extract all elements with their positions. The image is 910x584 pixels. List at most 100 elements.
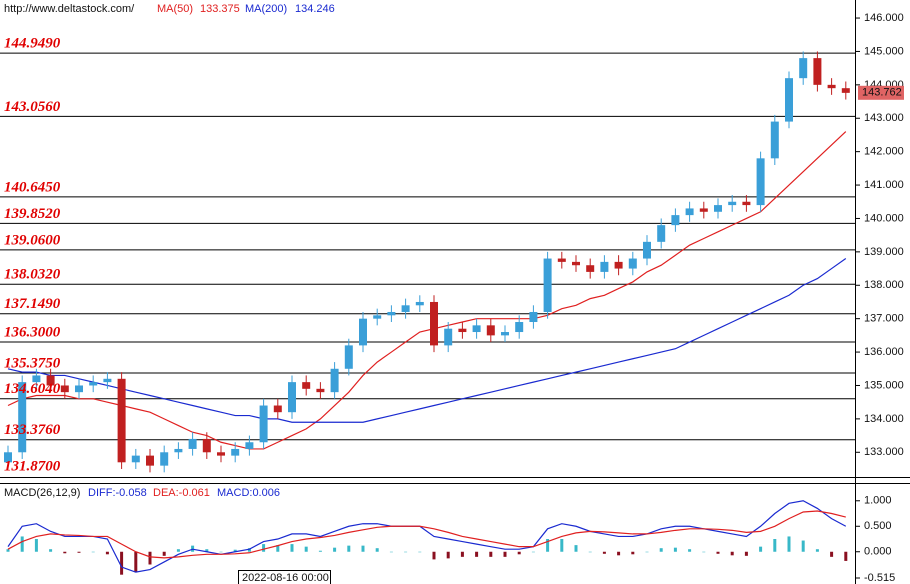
candle-body — [359, 318, 367, 346]
candle-body — [643, 241, 651, 259]
y-tick-label: 141.000 — [864, 179, 904, 191]
macd-bar — [773, 539, 777, 552]
level-label: 134.6040 — [4, 381, 61, 397]
ma-line — [7, 131, 847, 450]
macd-bar — [347, 545, 351, 552]
macd-dea: DEA:-0.061 — [153, 487, 210, 499]
candle-body — [415, 301, 424, 306]
candle-body — [557, 258, 566, 262]
candle-body — [444, 328, 453, 346]
candle-body — [543, 258, 552, 312]
y-tick-label: 0.000 — [864, 546, 892, 558]
candle-body — [841, 88, 850, 93]
candle-body — [273, 405, 282, 413]
macd-bar — [759, 546, 763, 552]
macd-bar — [6, 549, 10, 552]
macd-bar — [744, 551, 748, 556]
candle-body — [288, 382, 296, 413]
candle-body — [401, 305, 410, 312]
candle-body — [387, 311, 396, 316]
macd-bar — [489, 551, 493, 557]
candle-body — [799, 58, 808, 79]
candle-body — [529, 311, 538, 323]
macd-bar — [801, 540, 805, 552]
candle-body — [671, 215, 680, 226]
candle-body — [373, 315, 382, 319]
y-tick-label: 145.000 — [864, 45, 904, 57]
macd-bar — [688, 549, 692, 552]
candle-body — [188, 438, 197, 449]
y-tick-label: 146.000 — [864, 12, 904, 24]
candle-body — [4, 452, 12, 463]
candle-body — [46, 375, 55, 386]
macd-bar — [318, 550, 322, 552]
candle-body — [217, 452, 225, 456]
macd-bar — [162, 551, 166, 556]
overlay: http://www.deltastock.com/MA(50) 133.375 M… — [4, 3, 904, 584]
candle-body — [458, 328, 467, 333]
candle-body — [486, 325, 495, 336]
macd-bar — [361, 545, 365, 552]
macd-bar — [830, 551, 834, 557]
y-tick-label: 139.000 — [864, 246, 904, 258]
candle-body — [515, 322, 524, 333]
macd-bar — [233, 549, 237, 552]
macd-bar — [844, 551, 848, 561]
candle-body — [131, 455, 140, 463]
candle-body — [572, 261, 580, 266]
y-tick-label: -0.515 — [864, 572, 895, 584]
candle-body — [614, 261, 623, 269]
macd-bar — [560, 539, 564, 552]
candle-body — [32, 375, 41, 383]
level-label: 143.0560 — [4, 99, 61, 115]
macd-bar — [588, 551, 592, 553]
macd-bar — [815, 549, 819, 552]
candle-body — [146, 455, 154, 466]
candle-body — [117, 378, 126, 463]
macd-bar — [91, 551, 95, 553]
y-tick-label: 143.000 — [864, 112, 904, 124]
candle-body — [18, 382, 27, 453]
level-label: 138.0320 — [4, 267, 61, 283]
macd-bar — [546, 539, 550, 552]
candle-body — [813, 58, 822, 85]
macd-bar — [460, 551, 464, 557]
macd-diff: DIFF:-0.058 — [88, 487, 147, 499]
macd-bar — [105, 551, 109, 555]
legend-name: MA(50) — [157, 3, 193, 15]
candle-body — [756, 158, 765, 206]
price-tag — [858, 85, 904, 100]
candle-body — [160, 452, 169, 466]
macd-bar — [63, 551, 67, 554]
macd-bar — [531, 551, 535, 553]
macd-bar — [148, 551, 152, 565]
macd-bar — [262, 544, 266, 552]
macd-bar — [205, 549, 209, 552]
macd-bar — [446, 551, 450, 559]
macd-bar — [247, 548, 251, 552]
candle-body — [770, 121, 779, 159]
y-tick-label: 142.000 — [864, 146, 904, 158]
candle-body — [202, 438, 211, 453]
macd-bar — [673, 547, 677, 552]
candle-body — [600, 261, 609, 272]
macd-bar — [219, 551, 223, 553]
macd-bar — [602, 551, 606, 554]
candle-body — [103, 378, 112, 383]
ma-line — [7, 258, 847, 423]
candle-body — [785, 78, 793, 122]
macd-bar — [517, 551, 521, 555]
candle-body — [302, 382, 311, 389]
macd-bar — [787, 536, 791, 552]
macd-bar — [730, 551, 734, 556]
macd-bar — [120, 551, 124, 575]
y-tick-label: 133.000 — [864, 446, 904, 458]
y-tick-label: 136.000 — [864, 346, 904, 358]
macd-bar — [375, 548, 379, 552]
candle-body — [344, 345, 353, 369]
macd-bar — [276, 545, 280, 552]
candle-body — [60, 385, 69, 393]
candle-body — [742, 201, 751, 206]
candle-body — [728, 201, 737, 206]
